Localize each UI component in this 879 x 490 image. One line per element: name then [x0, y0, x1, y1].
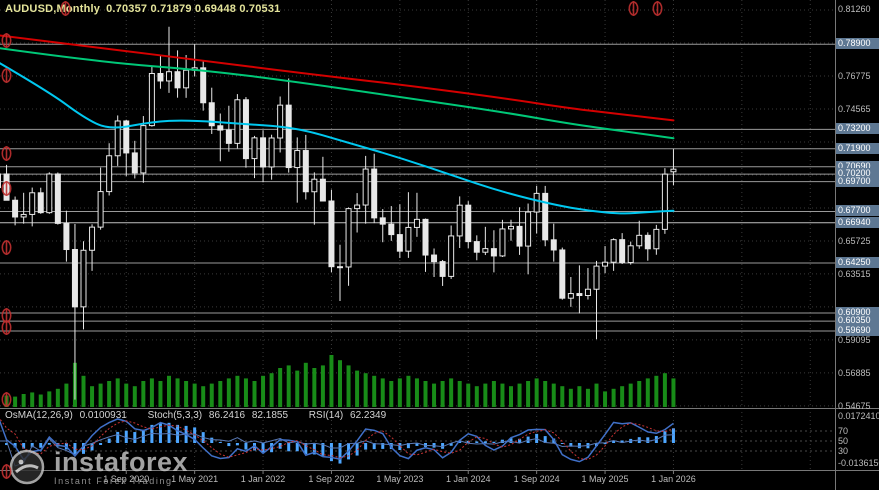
stoch-value-signal: 82.1855 — [251, 410, 289, 421]
time-axis[interactable]: 1 Sep 2020 1 May 2021 1 Jan 2022 1 Sep 2022… — [0, 472, 835, 488]
instaforex-watermark: instaforex Instant Forex Trading — [8, 448, 188, 486]
instaforex-watermark-mark-icon — [60, 1, 71, 21]
stoch-label: Stoch(5,3,3) — [147, 410, 203, 421]
price-tick-label: 0.81260 — [838, 4, 871, 14]
instaforex-watermark-mark-icon — [1, 240, 12, 260]
instaforex-watermark-mark-icon — [1, 464, 12, 484]
sr-price-badge: 0.64250 — [836, 256, 879, 268]
date-label: 1 May 2023 — [376, 474, 424, 484]
date-label: 1 Jan 2024 — [445, 474, 491, 484]
instaforex-watermark-mark-icon — [1, 392, 12, 412]
instaforex-logo-icon — [9, 449, 45, 485]
indicator-scale-label: 70 — [838, 426, 849, 436]
price-scale[interactable]: 0.81260 0.76775 0.74565 0.65725 0.63515 0.590… — [836, 0, 879, 490]
instaforex-watermark-mark-icon — [1, 33, 12, 53]
instaforex-watermark-mark-icon — [1, 146, 12, 166]
date-label: 1 May 2025 — [581, 474, 629, 484]
sr-price-badge: 0.73200 — [836, 123, 879, 135]
stoch-value-main: 86.2416 — [208, 410, 246, 421]
sr-price-badge: 0.67700 — [836, 205, 879, 217]
sr-price-badge: 0.70200 — [836, 168, 879, 180]
rsi-value: 62.2349 — [350, 410, 387, 421]
rsi-label: RSI(14) — [308, 410, 344, 421]
date-label: 1 Sep 2020 — [103, 474, 150, 484]
sr-price-badge: 0.60900 — [836, 306, 879, 318]
sr-price-badge: 0.59690 — [836, 325, 879, 337]
osma-label: OsMA(12,26,9) — [5, 410, 73, 421]
price-tick-label: 0.65725 — [838, 235, 871, 246]
indicator-scale-label: 50 — [838, 436, 849, 446]
indicator-scale-label: 30 — [838, 446, 849, 456]
ohlc-values: 0.70357 0.71879 0.69448 0.70531 — [106, 3, 281, 15]
osma-value: 0.0100931 — [79, 410, 127, 421]
watermark-brand-text: instaforex — [54, 446, 189, 477]
instaforex-watermark-mark-icon — [1, 68, 12, 88]
date-label: 1 Jan 2026 — [651, 474, 696, 484]
price-tick-label: 0.54675 — [838, 400, 871, 411]
instaforex-watermark-mark-icon — [1, 320, 12, 340]
date-label: 1 Sep 2022 — [308, 474, 355, 484]
price-tick-label: 0.74565 — [838, 103, 871, 114]
indicator-scale-label: -0.0136150 — [838, 458, 879, 468]
sr-price-badge: 0.69700 — [836, 175, 879, 187]
sr-price-badge: 0.78900 — [836, 38, 879, 50]
price-tick-label: 0.56885 — [838, 367, 871, 378]
sr-price-badge: 0.71900 — [836, 142, 879, 154]
price-tick-label: 0.76775 — [838, 70, 871, 81]
instaforex-watermark-mark-icon — [1, 181, 12, 201]
date-label: 1 Jan 2022 — [240, 474, 286, 484]
watermark-tagline: Instant Forex Trading — [54, 475, 173, 486]
price-tick-label: 0.63515 — [838, 268, 871, 279]
date-label: 1 Sep 2024 — [513, 474, 560, 484]
instaforex-watermark-mark-icon — [652, 1, 663, 21]
indicator-scale-label: 0.0172410 — [838, 411, 879, 421]
sr-price-badge: 0.66940 — [836, 216, 879, 228]
sr-price-badge: 0.60350 — [836, 315, 879, 327]
sr-price-badge: 0.70690 — [836, 160, 879, 172]
indicator-labels-row: OsMA(12,26,9) 0.0100931 Stoch(5,3,3) 86.… — [5, 410, 404, 421]
price-tick-label: 0.59095 — [838, 334, 871, 345]
symbol-timeframe-label: AUDUSD,Monthly — [5, 3, 101, 15]
chart-title: AUDUSD,Monthly 0.70357 0.71879 0.69448 0.… — [5, 3, 281, 15]
instaforex-watermark-mark-icon — [628, 1, 639, 21]
date-label: 1 May 2021 — [171, 474, 219, 484]
